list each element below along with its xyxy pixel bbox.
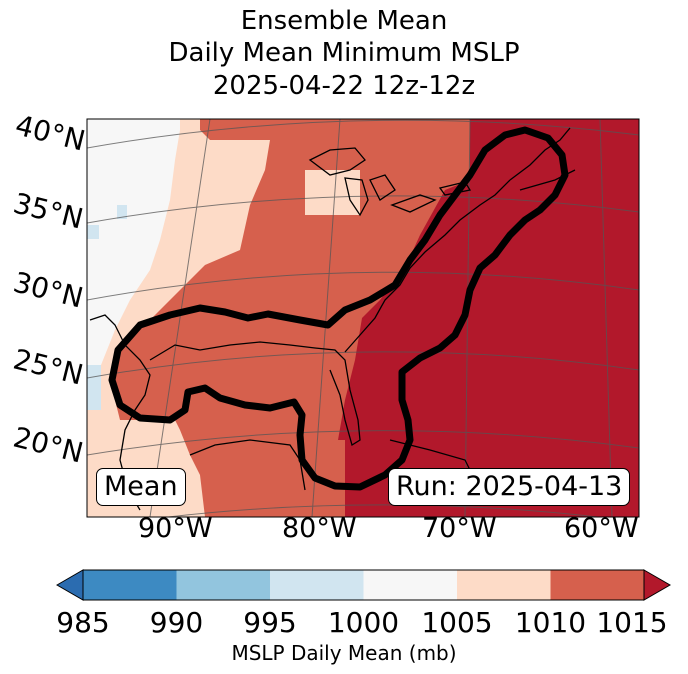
fill-995-1000-b xyxy=(117,205,127,219)
title-line-3: 2025-04-22 12z-12z xyxy=(212,71,476,101)
colorbar-bin-995-1000 xyxy=(270,570,364,600)
colorbar-bin-1005-1010 xyxy=(457,570,551,600)
coastlines xyxy=(89,127,576,511)
lon-label-70w: 70°W xyxy=(422,513,497,544)
fill-995-1000-a xyxy=(87,225,99,239)
colorbar-tick-985: 985 xyxy=(56,606,110,639)
colorbar-tick-1010: 1010 xyxy=(514,606,587,639)
lon-label-90w: 90°W xyxy=(138,513,213,544)
mode-label: Mean xyxy=(96,468,186,506)
colorbar-tick-1005: 1005 xyxy=(421,606,493,639)
lon-label-60w: 60°W xyxy=(564,513,639,544)
title-line-2: Daily Mean Minimum MSLP xyxy=(168,38,520,68)
colorbar-bin-1010-1015 xyxy=(550,570,644,600)
colorbar-bin-985-990 xyxy=(83,570,177,600)
colorbar-label: MSLP Daily Mean (mb) xyxy=(231,641,457,665)
fill-1000-1005 xyxy=(87,119,180,390)
mslp-field xyxy=(87,119,639,517)
contour-1010 xyxy=(108,126,569,491)
fill-995-1000-c xyxy=(87,365,101,410)
colorbar-tick-1015: 1015 xyxy=(596,606,668,639)
colorbar-tick-1000: 1000 xyxy=(327,606,400,639)
colorbar-tick-995: 995 xyxy=(243,606,297,639)
map-frame xyxy=(86,118,640,518)
colorbar-frame xyxy=(82,569,645,601)
colorbar-tick-990: 990 xyxy=(149,606,204,639)
colorbar-extend-low xyxy=(55,569,84,601)
colorbar-bin-990-995 xyxy=(176,570,270,600)
title-line-1: Ensemble Mean xyxy=(240,6,448,36)
colorbar xyxy=(55,569,672,601)
fill-1005-1010-lakes xyxy=(305,170,360,215)
colorbar-extend-high xyxy=(643,569,672,601)
graticule xyxy=(87,119,639,517)
great-lakes xyxy=(308,147,472,217)
run-date-label: Run: 2025-04-13 xyxy=(388,468,631,506)
lon-label-80w: 80°W xyxy=(282,513,357,544)
colorbar-bin-1000-1005 xyxy=(363,570,457,600)
